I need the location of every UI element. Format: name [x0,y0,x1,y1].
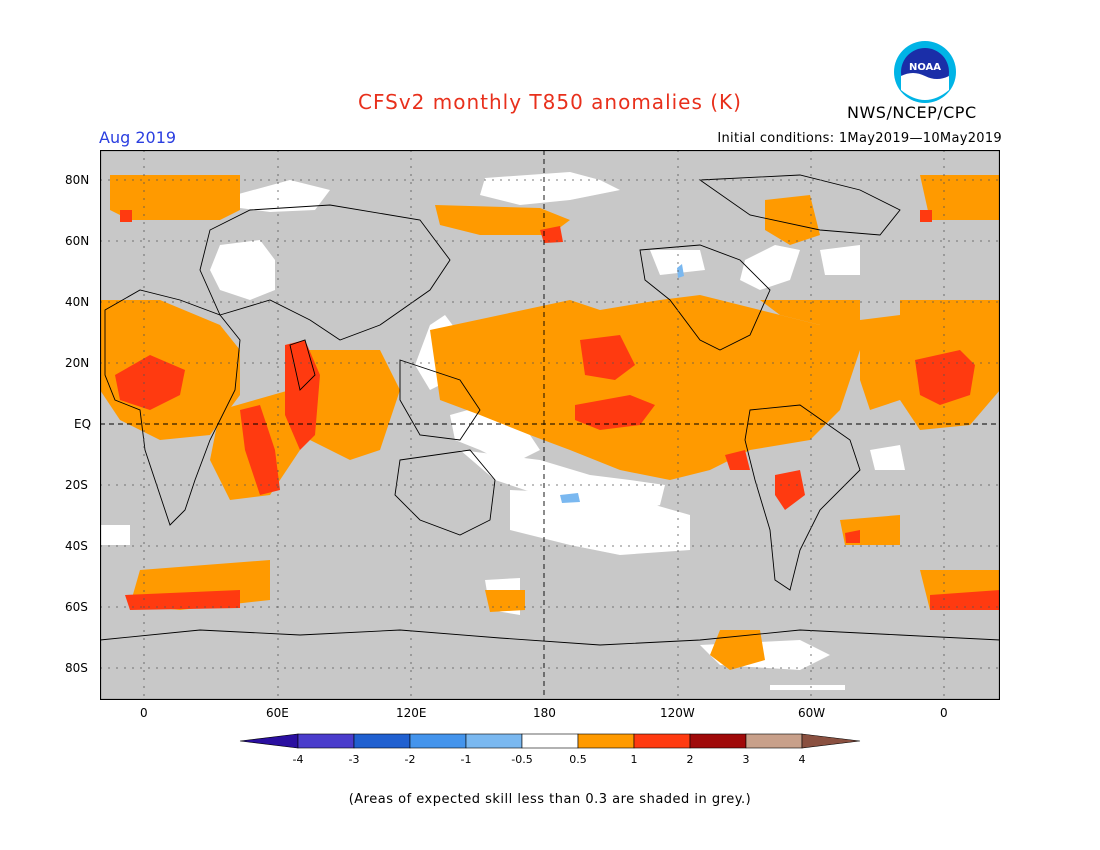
neutral-subtropical-pacific [510,490,690,555]
lon-label-60w: 60W [798,706,826,720]
warm-bay-of-bengal [295,350,400,460]
lat-label-80n: 80N [65,173,90,187]
lon-label-120e: 120E [396,706,427,720]
initial-conditions: Initial conditions: 1May2019—10May2019 [717,131,1002,146]
legend-tick: 3 [743,753,750,766]
arctic-canada-coastline [698,174,901,236]
legend-tick: 1 [631,753,638,766]
warm-south-pacific-patch [485,590,525,612]
lon-label-0-east: 0 [940,706,948,720]
legend-tick: 0.5 [569,753,587,766]
hot-central-pacific-north [580,335,635,380]
hot-greenland-patch-east [920,210,932,222]
color-legend: -4 -3 -2 -1 -0.5 0.5 1 2 3 4 [239,733,861,766]
neutral-arctic [480,172,620,205]
legend-tick: 4 [799,753,806,766]
legend-swatch-1-05 [465,733,523,749]
cool-south-pacific [560,493,580,503]
warm-tropical-atlantic [860,315,900,410]
lon-label-180: 180 [533,706,556,720]
legend-swatch-2-1 [409,733,467,749]
anomaly-map [100,150,1000,700]
neutral-scandinavia [235,180,330,212]
lon-label-60e: 60E [266,706,289,720]
legend-tick: -0.5 [511,753,532,766]
lat-label-20n: 20N [65,356,90,370]
lat-label-60s: 60S [65,600,88,614]
neutral-south-atlantic [870,445,905,470]
neutral-north-america [650,250,705,275]
graticule [100,150,1000,700]
coastlines [100,174,1000,646]
warm-tropical-pacific [430,295,860,480]
hot-regions [115,210,1000,610]
hot-mozambique [240,405,280,495]
map-title: CFSv2 monthly T850 anomalies (K) [358,90,742,114]
noaa-logo-text: NOAA [909,62,941,73]
cool-north-america [677,264,684,278]
legend-tick: 2 [687,753,694,766]
lat-label-eq: EQ [74,417,92,431]
hot-central-pacific-equator [575,395,655,430]
lon-label-0: 0 [140,706,148,720]
skill-footnote: (Areas of expected skill less than 0.3 a… [348,792,752,807]
cool-regions [560,264,684,503]
lon-label-120w: 120W [660,706,695,720]
antarctica-coastline [100,629,1000,646]
noaa-logo-wave [901,73,949,100]
hot-west-africa-east [915,350,975,405]
warm-siberia [435,205,570,235]
south-america-coastline [744,404,861,591]
forecast-month: Aug 2019 [99,128,177,147]
legend-tick: -3 [349,753,360,766]
noaa-logo: NOAA [894,41,956,103]
warm-north-atlantic [760,300,860,325]
north-america-coastline [639,244,771,351]
hot-peru [725,450,750,470]
legend-swatch-3-2 [353,733,411,749]
warm-greenland-east [920,175,1000,220]
southeast-asia-coastline [399,359,481,441]
legend-swatch-3-4 [745,733,803,749]
reference-lines [100,150,1000,700]
neutral-antarctic-strip [770,685,845,690]
australia-coastline [394,449,496,536]
lat-label-40s: 40S [65,539,88,553]
legend-swatch-neutral [521,733,579,749]
neutral-east-us [740,245,800,290]
warm-antarctic-peninsula [710,630,765,670]
legend-swatch-1-2 [633,733,691,749]
hot-south-atlantic-patch [845,530,860,543]
legend-swatch-above-4 [801,733,861,749]
legend-swatch-05-1 [577,733,635,749]
lat-label-60n: 60N [65,234,90,248]
hot-chile [775,470,805,510]
lat-label-80s: 80S [65,661,88,675]
legend-swatch-2-3 [689,733,747,749]
hot-siberia-patch [540,226,563,243]
hot-greenland-patch [120,210,132,222]
eurasia-coastline [199,204,451,341]
neutral-south-africa [100,525,130,545]
africa-coastline [104,289,241,526]
legend-swatch-below-4 [239,733,299,749]
hot-west-africa [115,355,185,410]
neutral-labrador [820,245,860,275]
map-frame [100,150,1000,700]
legend-swatch-4-3 [297,733,355,749]
neutral-west-asia [210,240,275,300]
hot-southern-ocean-east [930,590,1000,610]
india-coastline [289,339,316,391]
warm-greenland [110,175,240,220]
legend-tick: -1 [461,753,472,766]
lat-label-20s: 20S [65,478,88,492]
warm-northeast-canada [765,195,820,245]
agency-label: NWS/NCEP/CPC [847,103,977,122]
legend-tick: -2 [405,753,416,766]
legend-tick: -4 [293,753,304,766]
lat-label-40n: 40N [65,295,90,309]
hot-arabian-sea [285,340,320,450]
hot-southern-ocean [125,590,240,610]
